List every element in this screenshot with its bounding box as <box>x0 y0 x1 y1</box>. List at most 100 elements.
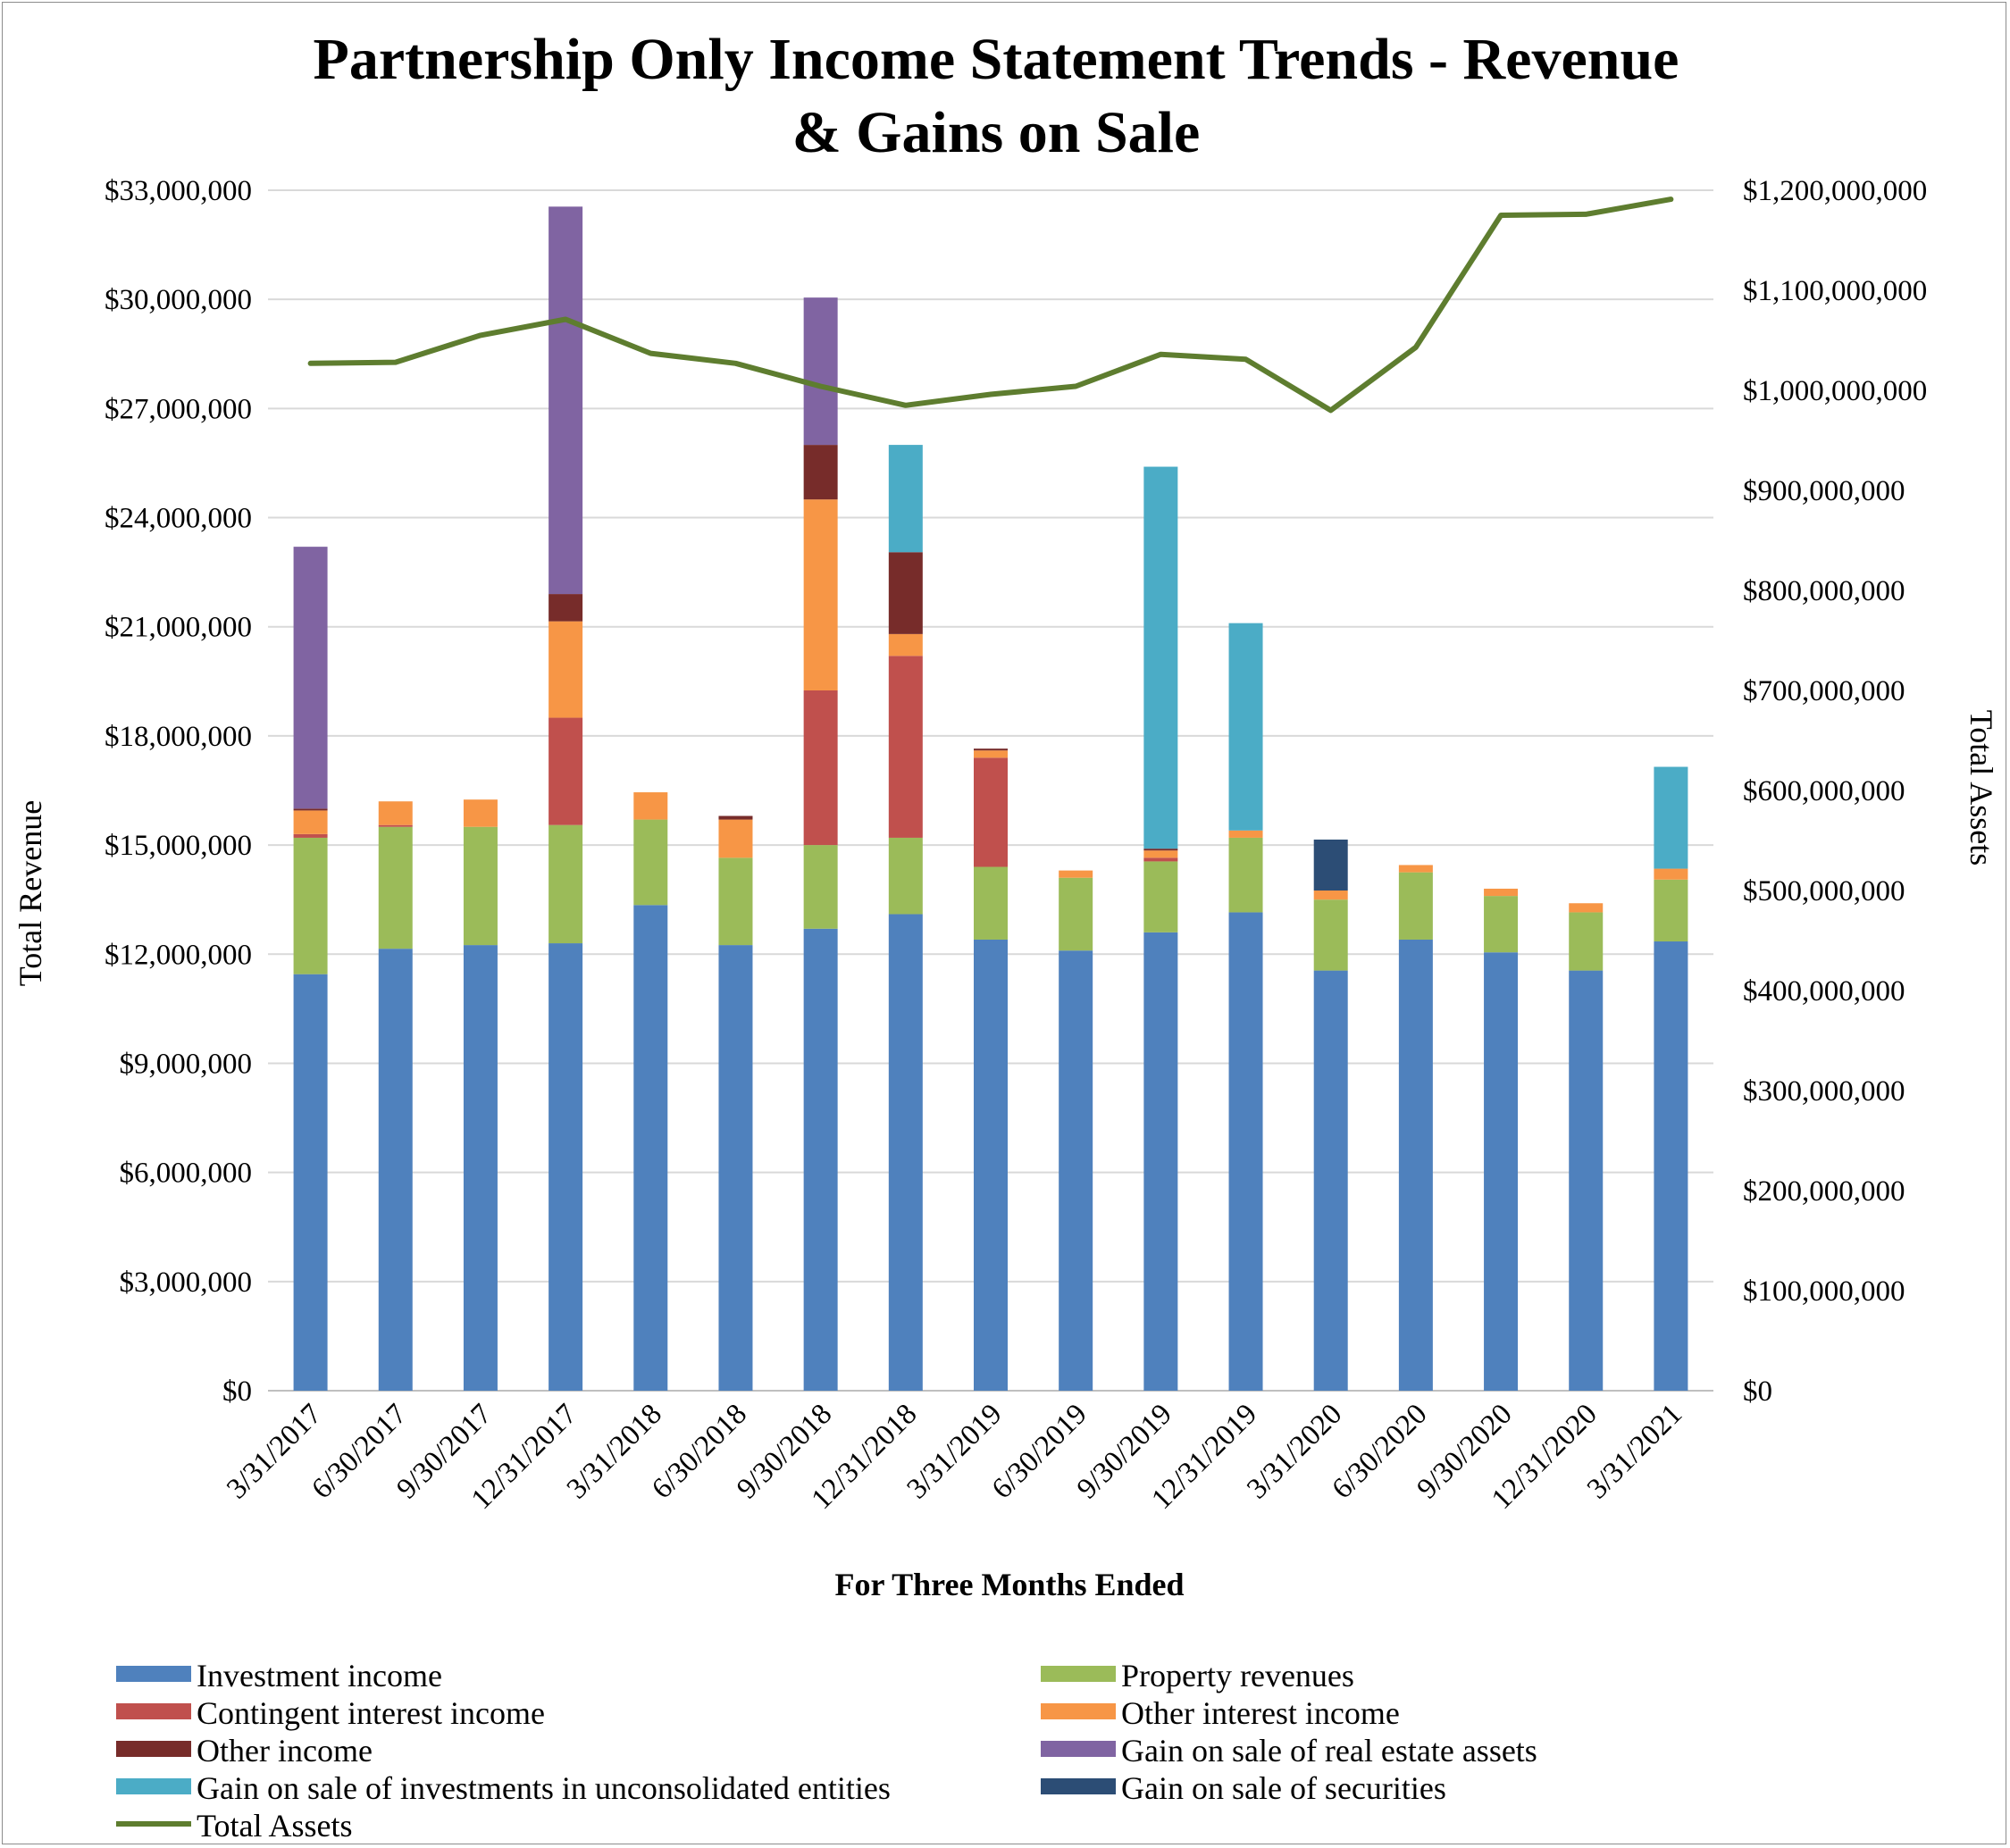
bar-segment-contingent-interest-income <box>888 656 923 838</box>
bar-segment-other-income <box>803 445 838 500</box>
bar-segment-investment-income <box>463 945 498 1391</box>
legend-swatch <box>1041 1703 1116 1719</box>
legend-swatch <box>116 1778 191 1794</box>
legend-label: Gain on sale of real estate assets <box>1121 1733 1537 1769</box>
y2-tick-label: $1,200,000,000 <box>1743 175 1927 207</box>
y2-tick-label: $900,000,000 <box>1743 475 1905 507</box>
bar-segment-property-revenues <box>974 866 1008 940</box>
bar-segment-other-interest-income <box>1059 870 1093 878</box>
bar-segment-contingent-interest-income <box>1143 857 1178 862</box>
bar-segment-investment-income <box>633 905 668 1391</box>
y2-tick-label: $0 <box>1743 1376 1772 1408</box>
x-axis-title: For Three Months Ended <box>834 1567 1184 1602</box>
legend-label: Other income <box>197 1733 373 1769</box>
bar-segment-other-interest-income <box>718 819 753 858</box>
bar-segment-contingent-interest-income <box>803 690 838 846</box>
legend-label: Contingent interest income <box>197 1695 545 1731</box>
bar-segment-other-interest-income <box>1228 830 1263 838</box>
bar-segment-property-revenues <box>718 857 753 946</box>
legend-swatch <box>1041 1741 1116 1757</box>
y2-tick-label: $700,000,000 <box>1743 675 1905 707</box>
bar-segment-gain-on-sale-of-investments-in-unconsolidated-entities <box>888 445 923 553</box>
bar-segment-investment-income <box>1398 939 1433 1391</box>
y-tick-label: $0 <box>222 1376 252 1408</box>
bar-segment-investment-income <box>888 914 923 1391</box>
y-axis-title: Total Revenue <box>13 800 48 986</box>
bar-segment-gain-on-sale-of-real-estate-assets <box>803 297 838 446</box>
bar-segment-investment-income <box>1654 941 1688 1391</box>
bar-segment-other-interest-income <box>549 621 583 718</box>
legend-label: Gain on sale of securities <box>1121 1770 1446 1806</box>
bar-segment-property-revenues <box>1228 837 1263 913</box>
bar-segment-property-revenues <box>463 826 498 946</box>
y2-tick-label: $1,100,000,000 <box>1743 275 1927 307</box>
legend-label: Property revenues <box>1121 1658 1354 1693</box>
bar-segment-other-interest-income <box>378 801 413 825</box>
chart-title-line-1: Partnership Only Income Statement Trends… <box>314 27 1679 92</box>
bar-segment-investment-income <box>293 974 328 1391</box>
y-tick-label: $24,000,000 <box>105 503 252 535</box>
legend-label: Investment income <box>197 1658 442 1693</box>
y2-tick-label: $400,000,000 <box>1743 975 1905 1008</box>
bar-segment-investment-income <box>1143 932 1178 1391</box>
y2-tick-label: $800,000,000 <box>1743 575 1905 607</box>
y-tick-label: $21,000,000 <box>105 612 252 644</box>
bar-segment-other-interest-income <box>888 633 923 656</box>
bar-segment-other-interest-income <box>463 799 498 827</box>
bar-segment-investment-income <box>1313 970 1348 1391</box>
gridlines <box>268 189 1713 1392</box>
bar-segment-property-revenues <box>1059 877 1093 951</box>
bar-segment-investment-income <box>803 928 838 1391</box>
y-tick-label: $9,000,000 <box>120 1048 253 1080</box>
bar-segment-investment-income <box>549 943 583 1391</box>
bar-segment-other-interest-income <box>803 499 838 690</box>
bar-segment-investment-income <box>378 949 413 1391</box>
y-tick-label: $6,000,000 <box>120 1158 253 1190</box>
legend-swatch <box>1041 1778 1116 1794</box>
bar-segment-gain-on-sale-of-real-estate-assets <box>293 547 328 809</box>
y-tick-label: $12,000,000 <box>105 939 252 971</box>
legend-swatch <box>116 1741 191 1757</box>
x-tick-label: 3/31/2021 <box>1581 1398 1688 1505</box>
bar-segment-other-interest-income <box>1398 865 1433 873</box>
legend-label: Total Assets <box>197 1808 352 1844</box>
y2-tick-label: $500,000,000 <box>1743 875 1905 907</box>
bar-segment-other-income <box>974 748 1008 751</box>
legend-swatch <box>116 1666 191 1682</box>
legend-label: Other interest income <box>1121 1695 1400 1731</box>
bar-segment-other-interest-income <box>1313 891 1348 900</box>
bar-segment-other-income <box>888 552 923 634</box>
bar-segment-investment-income <box>1569 970 1604 1391</box>
y2-tick-label: $1,000,000,000 <box>1743 375 1927 407</box>
y2-tick-label: $600,000,000 <box>1743 775 1905 807</box>
bar-segment-property-revenues <box>633 819 668 906</box>
bar-segment-other-interest-income <box>1654 868 1688 880</box>
legend-swatch <box>116 1703 191 1719</box>
bar-segment-other-income <box>1143 849 1178 851</box>
bar-segment-investment-income <box>1059 950 1093 1391</box>
bar-stacks <box>293 206 1688 1391</box>
bar-segment-investment-income <box>1484 952 1519 1391</box>
y-tick-label: $3,000,000 <box>120 1267 253 1299</box>
bar-segment-other-interest-income <box>633 792 668 820</box>
bar-segment-investment-income <box>1228 912 1263 1391</box>
bar-segment-other-income <box>718 815 753 820</box>
total-assets-line-group <box>307 197 1674 414</box>
bar-segment-gain-on-sale-of-real-estate-assets <box>549 206 583 595</box>
bar-segment-contingent-interest-income <box>378 824 413 827</box>
bar-segment-property-revenues <box>1143 861 1178 932</box>
bar-segment-other-income <box>293 808 328 811</box>
bar-segment-contingent-interest-income <box>293 833 328 838</box>
legend-label: Gain on sale of investments in unconsoli… <box>197 1770 891 1806</box>
bar-segment-gain-on-sale-of-investments-in-unconsolidated-entities <box>1228 623 1263 831</box>
bar-segment-property-revenues <box>1654 879 1688 942</box>
y2-tick-label: $300,000,000 <box>1743 1075 1905 1108</box>
bar-segment-gain-on-sale-of-investments-in-unconsolidated-entities <box>1143 466 1178 849</box>
bar-segment-property-revenues <box>378 826 413 949</box>
bar-segment-property-revenues <box>1398 872 1433 940</box>
bar-segment-investment-income <box>718 945 753 1391</box>
bar-segment-other-interest-income <box>1143 850 1178 858</box>
y-tick-label: $18,000,000 <box>105 721 252 753</box>
bar-segment-property-revenues <box>293 837 328 974</box>
